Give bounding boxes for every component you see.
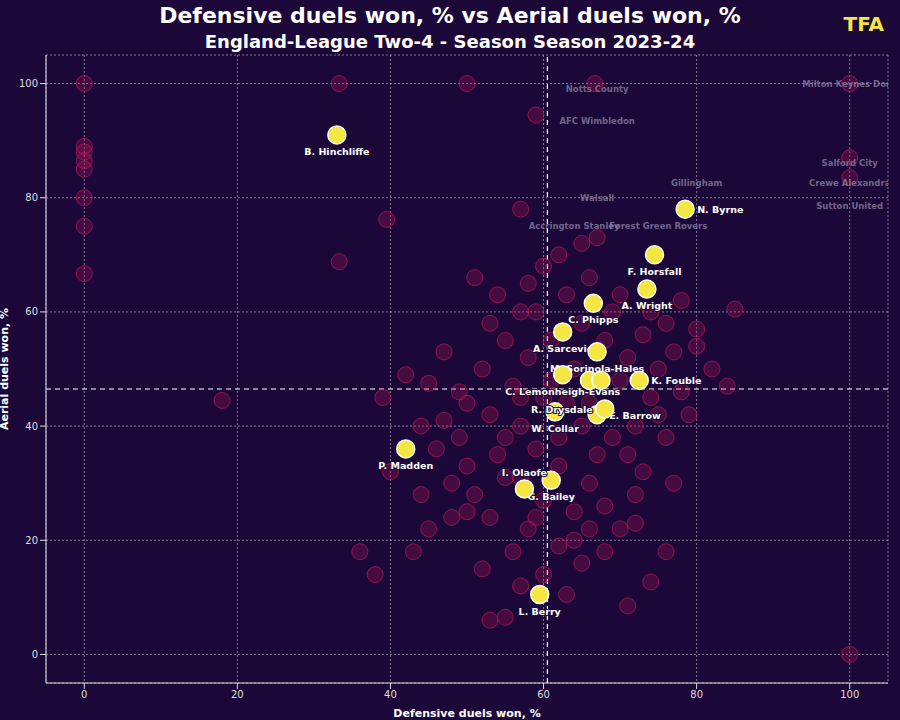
svg-text:0: 0: [81, 689, 87, 700]
svg-text:P. Madden: P. Madden: [378, 460, 433, 471]
svg-text:Sutton United: Sutton United: [816, 201, 883, 211]
svg-text:Gillingham: Gillingham: [671, 178, 723, 188]
svg-text:40: 40: [384, 689, 397, 700]
svg-text:C. Lemonheigh-Evans: C. Lemonheigh-Evans: [505, 385, 621, 397]
svg-text:L. Berry: L. Berry: [519, 606, 562, 617]
svg-text:M. Sorinola-Hales: M. Sorinola-Hales: [550, 362, 645, 374]
svg-text:K. Fouble: K. Fouble: [651, 375, 701, 386]
svg-text:A. Wright: A. Wright: [621, 300, 672, 311]
html-text:Defensive duels won, % vs Aeri: Defensive duels won, % vs Aerial duels w…: [159, 3, 741, 28]
svg-text:E. Barrow: E. Barrow: [609, 410, 661, 421]
svg-text:Defensive duels won, %: Defensive duels won, %: [393, 707, 540, 720]
svg-text:A. Sarcevic: A. Sarcevic: [533, 343, 593, 354]
svg-text:G. Bailey: G. Bailey: [527, 491, 575, 502]
html-text:TFA: TFA: [843, 12, 884, 36]
svg-text:20: 20: [25, 535, 38, 546]
svg-text:Forest Green Rovers: Forest Green Rovers: [609, 221, 707, 231]
svg-text:0: 0: [32, 649, 38, 660]
svg-text:N. Byrne: N. Byrne: [697, 204, 743, 215]
svg-text:AFC Wimbledon: AFC Wimbledon: [559, 116, 634, 126]
svg-text:40: 40: [25, 421, 38, 432]
svg-text:Salford City: Salford City: [822, 158, 879, 168]
svg-text:60: 60: [537, 689, 550, 700]
svg-text:Aerial duels won, %: Aerial duels won, %: [8, 308, 11, 430]
svg-text:Notts County: Notts County: [566, 84, 629, 94]
svg-text:B. Hinchliffe: B. Hinchliffe: [304, 146, 369, 157]
svg-text:100: 100: [19, 78, 38, 89]
svg-text:Crewe Alexandra: Crewe Alexandra: [809, 178, 888, 188]
svg-text:80: 80: [25, 192, 38, 203]
html-text:England-League Two-4 - Season: England-League Two-4 - Season Season 202…: [204, 31, 696, 52]
svg-text:80: 80: [690, 689, 703, 700]
svg-text:R. Drysdale: R. Drysdale: [531, 404, 593, 415]
svg-text:20: 20: [231, 689, 244, 700]
svg-text:Milton Keynes Dons: Milton Keynes Dons: [802, 79, 888, 89]
svg-text:I. Olaofe: I. Olaofe: [502, 467, 547, 478]
svg-text:F. Horsfall: F. Horsfall: [628, 266, 682, 277]
svg-text:Walsall: Walsall: [580, 193, 614, 203]
svg-text:Accrington Stanley: Accrington Stanley: [529, 221, 620, 231]
svg-text:100: 100: [840, 689, 859, 700]
svg-text:60: 60: [25, 306, 38, 317]
svg-text:W. Collar: W. Collar: [531, 423, 579, 434]
svg-text:C. Phipps: C. Phipps: [568, 314, 618, 325]
